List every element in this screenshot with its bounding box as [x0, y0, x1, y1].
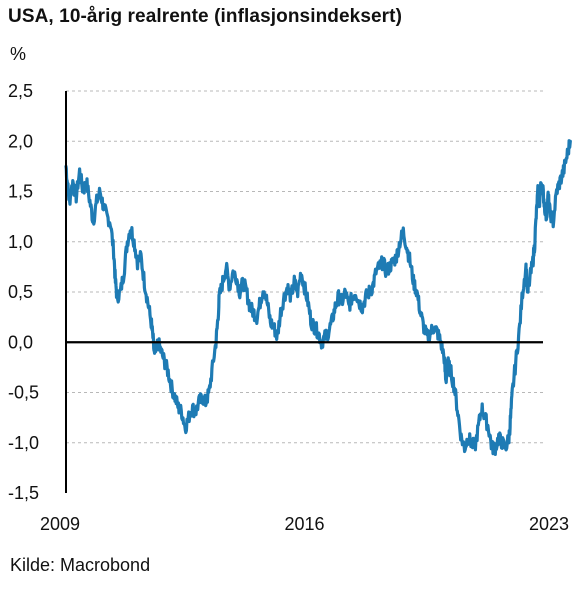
y-tick-label: -1,0	[8, 433, 39, 453]
chart-title: USA, 10-årig realrente (inflasjonsindeks…	[8, 6, 403, 27]
y-tick-label: 0,0	[8, 332, 33, 352]
y-tick-label: 1,0	[8, 232, 33, 252]
x-tick-label: 2016	[284, 514, 324, 534]
y-tick-label: 1,5	[8, 182, 33, 202]
source-note: Kilde: Macrobond	[10, 555, 151, 575]
series-group	[64, 139, 572, 456]
y-unit-label: %	[10, 44, 27, 64]
x-tick-label: 2023	[529, 514, 569, 534]
series-line	[64, 139, 572, 456]
y-tick-label: -1,5	[8, 483, 39, 503]
y-tick-label: -0,5	[8, 383, 39, 403]
y-tick-label: 2,5	[8, 81, 33, 101]
x-tick-label: 2009	[40, 514, 80, 534]
axes	[65, 91, 543, 493]
x-axis-ticks: 2009 2016 2023	[40, 514, 569, 534]
y-tick-label: 0,5	[8, 282, 33, 302]
y-tick-label: 2,0	[8, 131, 33, 151]
y-axis-ticks: 2,5 2,0 1,5 1,0 0,5 0,0 -0,5 -1,0 -1,5	[8, 81, 39, 503]
